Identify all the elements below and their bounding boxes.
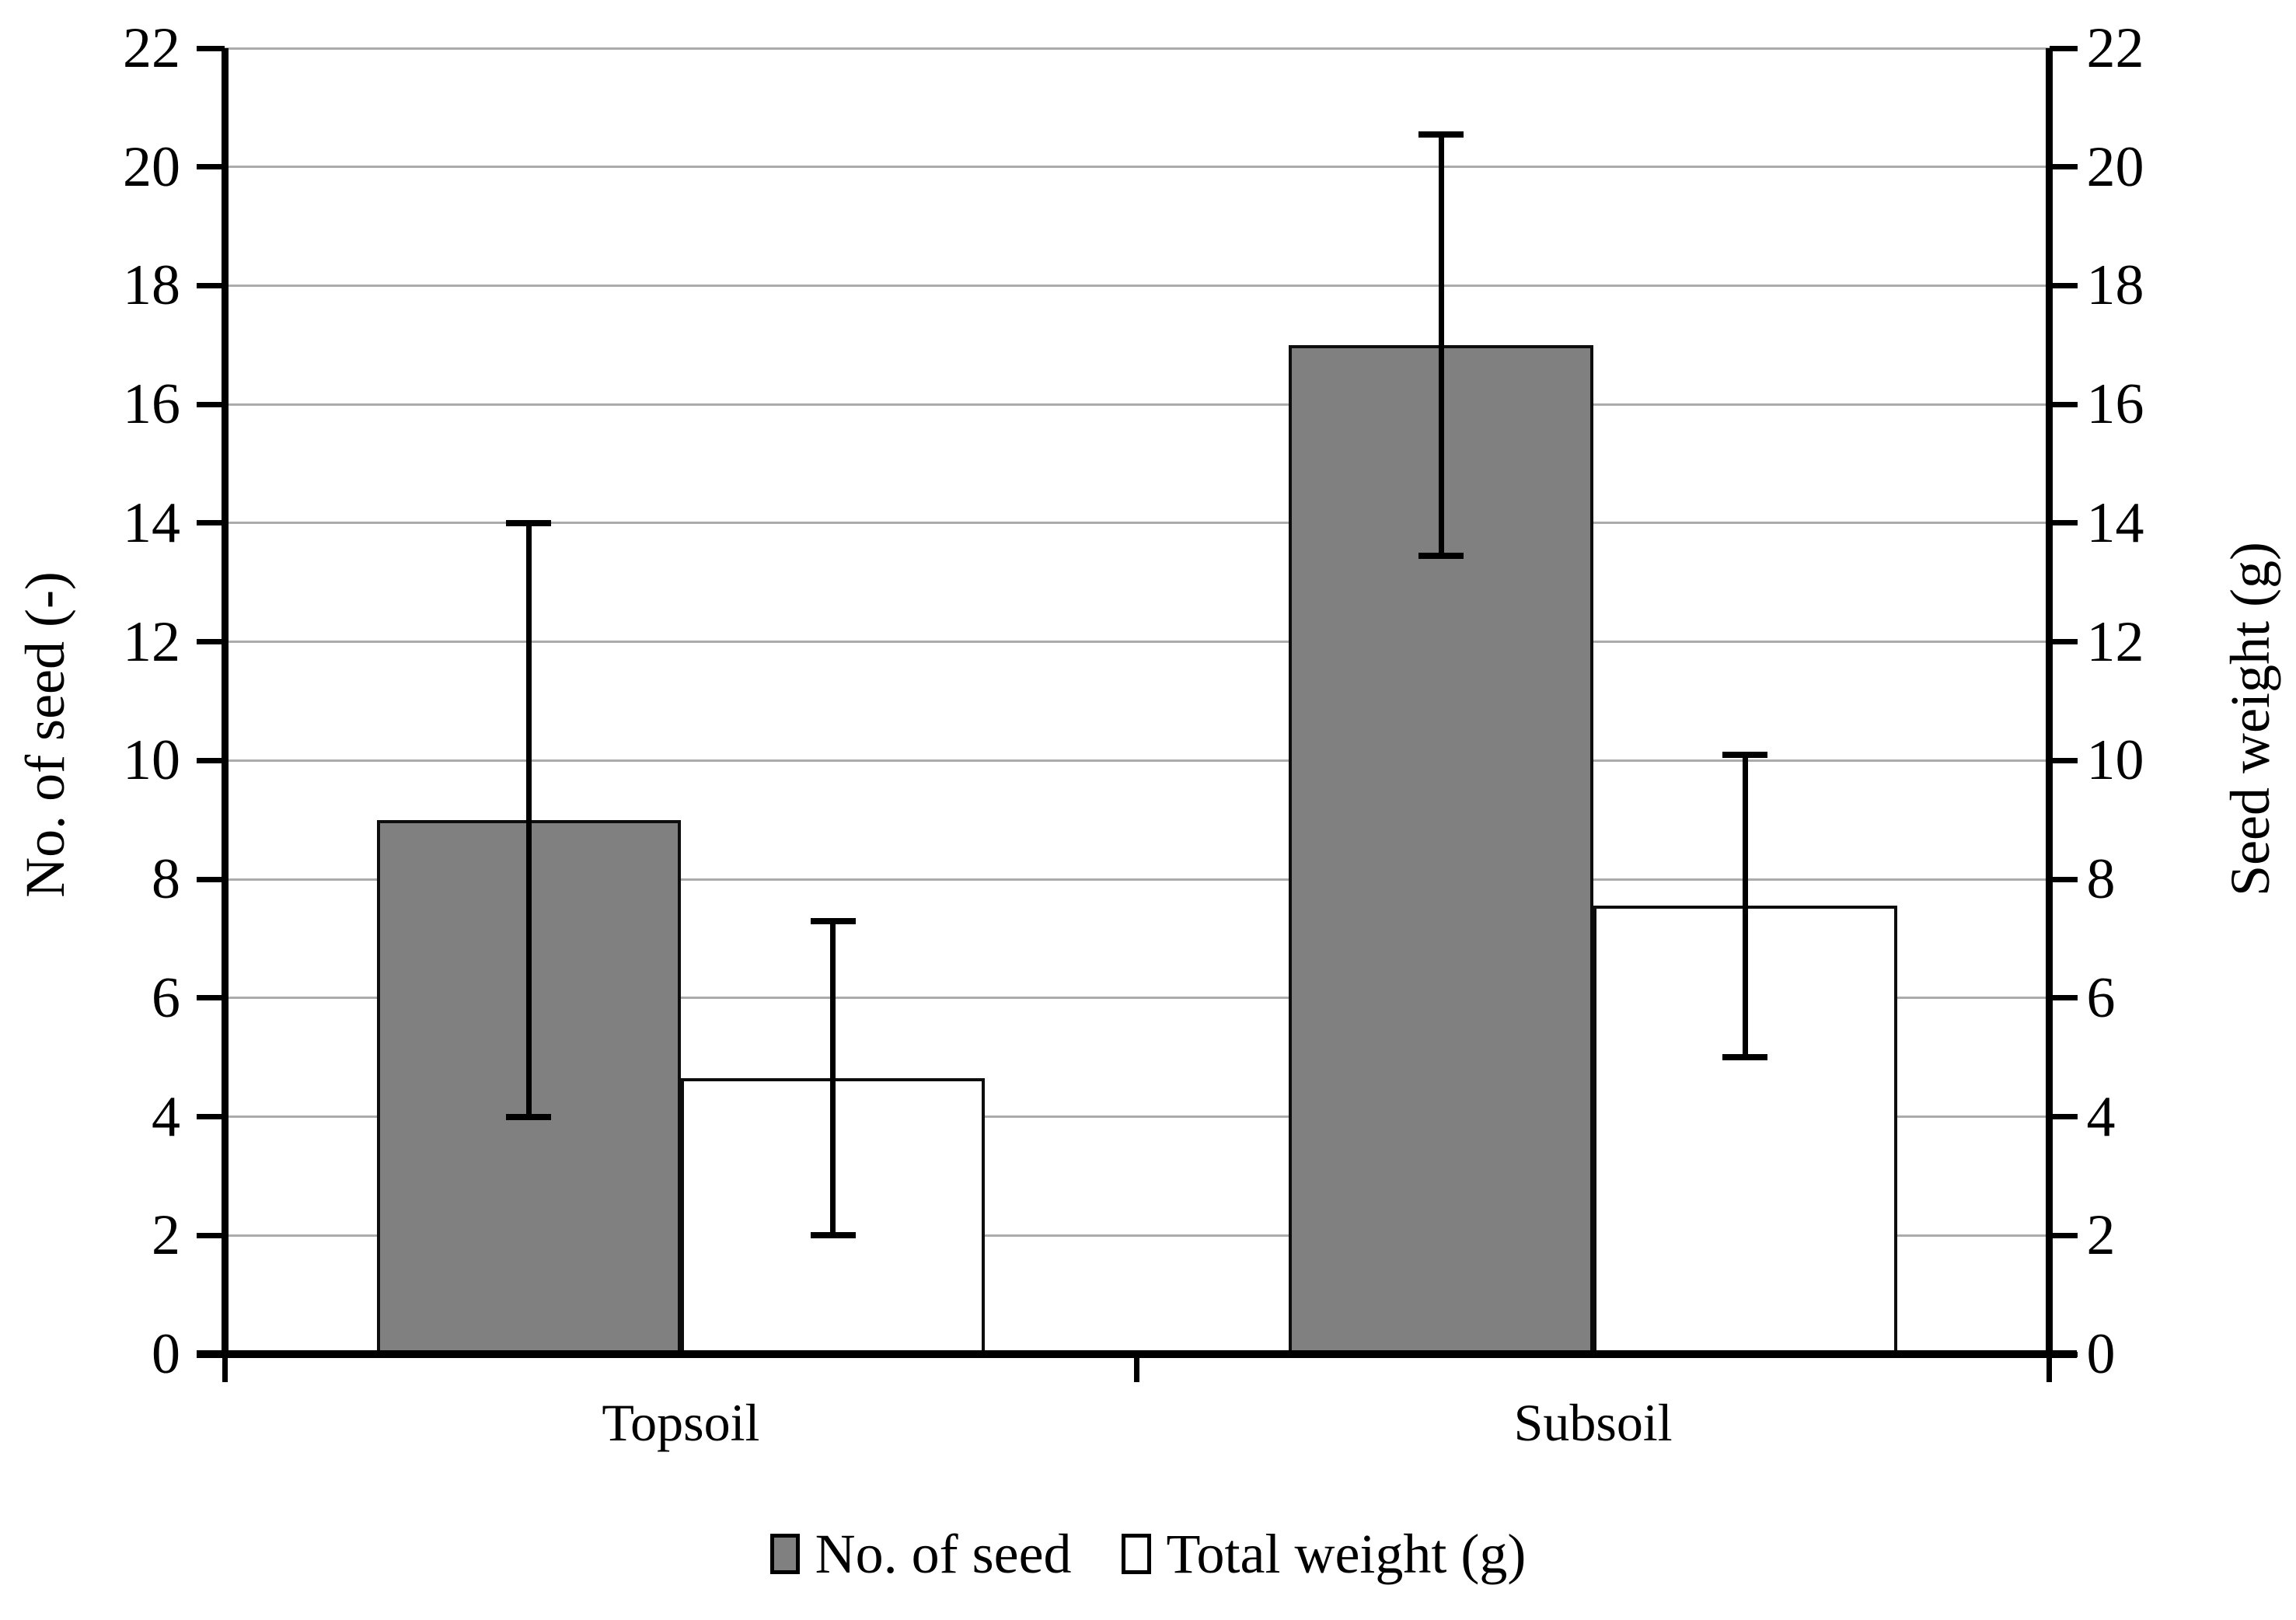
- y-axis-left-tick-label: 18: [123, 253, 180, 318]
- y-axis-left-tick: [197, 520, 225, 526]
- y-axis-right-tick-label: 22: [2086, 16, 2144, 80]
- gridline: [225, 997, 2050, 1000]
- y-axis-left-tick: [197, 757, 225, 763]
- y-axis-right-tick: [2049, 757, 2078, 763]
- y-axis-right-tick-label: 18: [2086, 253, 2144, 318]
- y-axis-left-tick-label: 12: [123, 609, 180, 674]
- y-axis-right-tick-label: 6: [2086, 965, 2116, 1030]
- error-bar-total-weight-g-topsoil-cap-top: [810, 917, 856, 924]
- y-axis-left-tick-label: 2: [152, 1203, 180, 1268]
- y-axis-left-tick: [197, 1351, 225, 1357]
- error-bar-no-of-seed-subsoil-line: [1438, 134, 1444, 556]
- legend-label-total-weight: Total weight (g): [1166, 1523, 1527, 1585]
- y-axis-right-tick: [2049, 876, 2078, 882]
- y-axis-right-tick-label: 0: [2086, 1322, 2116, 1386]
- error-bar-total-weight-g-topsoil-cap-bottom: [810, 1232, 856, 1239]
- gridline: [225, 878, 2050, 881]
- y-axis-right-tick: [2049, 164, 2078, 170]
- y-axis-left-tick: [197, 995, 225, 1001]
- y-axis-right-tick-label: 12: [2086, 609, 2144, 674]
- error-bar-total-weight-g-subsoil-line: [1742, 754, 1748, 1058]
- error-bar-no-of-seed-topsoil-cap-top: [506, 519, 552, 526]
- gridline: [225, 47, 2050, 50]
- legend: No. of seed Total weight (g): [0, 1525, 2296, 1583]
- gridline: [225, 1115, 2050, 1119]
- y-axis-left-tick: [197, 282, 225, 288]
- y-axis-right-tick-label: 14: [2086, 491, 2144, 555]
- y-axis-left: [221, 48, 229, 1354]
- y-axis-left-tick-label: 6: [152, 965, 180, 1030]
- y-axis-right-tick: [2049, 401, 2078, 407]
- y-axis-left-tick-label: 20: [123, 134, 180, 199]
- error-bar-no-of-seed-topsoil-line: [525, 522, 532, 1117]
- y-axis-right-tick: [2049, 639, 2078, 645]
- y-axis-left-tick: [197, 1232, 225, 1238]
- gridline: [225, 641, 2050, 644]
- error-bar-total-weight-g-subsoil-cap-bottom: [1722, 1054, 1768, 1061]
- gridline: [225, 403, 2050, 406]
- y-axis-right-tick-label: 20: [2086, 134, 2144, 199]
- y-axis-right-tick-label: 8: [2086, 847, 2116, 912]
- y-axis-right-tick: [2049, 282, 2078, 288]
- y-axis-left-tick-label: 0: [152, 1322, 180, 1386]
- y-axis-left-tick: [197, 639, 225, 645]
- legend-item-total-weight: Total weight (g): [1121, 1523, 1527, 1585]
- y-axis-right-tick-label: 4: [2086, 1084, 2116, 1149]
- y-axis-right-tick: [2049, 995, 2078, 1001]
- y-axis-left-tick: [197, 45, 225, 51]
- error-bar-no-of-seed-subsoil-cap-top: [1418, 131, 1464, 138]
- y-axis-left-tick: [197, 164, 225, 170]
- legend-item-no-of-seed: No. of seed: [769, 1523, 1072, 1585]
- gridline: [225, 522, 2050, 525]
- y-axis-left-tick-label: 4: [152, 1084, 180, 1149]
- y-axis-right-tick: [2049, 520, 2078, 526]
- x-axis-tick: [1134, 1354, 1140, 1382]
- gridline: [225, 166, 2050, 169]
- y-axis-left-tick-label: 22: [123, 16, 180, 80]
- y-axis-left-tick-label: 10: [123, 728, 180, 793]
- gridline: [225, 759, 2050, 762]
- y-axis-left-tick-label: 14: [123, 491, 180, 555]
- error-bar-no-of-seed-topsoil-cap-bottom: [506, 1113, 552, 1120]
- legend-swatch-total-weight: [1121, 1534, 1151, 1574]
- category-label-topsoil: Topsoil: [602, 1393, 760, 1452]
- x-axis-tick: [2047, 1354, 2052, 1382]
- category-label-subsoil: Subsoil: [1513, 1393, 1673, 1452]
- error-bar-total-weight-g-subsoil-cap-top: [1722, 751, 1768, 758]
- y-axis-right: [2046, 48, 2053, 1354]
- y-axis-left-tick-label: 16: [123, 372, 180, 437]
- error-bar-no-of-seed-subsoil-cap-bottom: [1418, 552, 1464, 559]
- y-axis-right-tick-label: 2: [2086, 1203, 2116, 1268]
- x-axis-tick: [222, 1354, 228, 1382]
- legend-label-no-of-seed: No. of seed: [815, 1523, 1072, 1585]
- error-bar-total-weight-g-topsoil-line: [830, 920, 836, 1236]
- legend-swatch-no-of-seed: [769, 1534, 800, 1574]
- y-axis-right-title: Seed weight (g): [2219, 542, 2281, 896]
- y-axis-right-tick: [2049, 45, 2078, 51]
- y-axis-left-title: No. of seed (-): [14, 571, 76, 898]
- y-axis-right-tick: [2049, 1114, 2078, 1120]
- y-axis-right-tick: [2049, 1351, 2078, 1357]
- gridline: [225, 284, 2050, 287]
- y-axis-left-tick: [197, 876, 225, 882]
- y-axis-left-tick: [197, 401, 225, 407]
- y-axis-right-tick: [2049, 1232, 2078, 1238]
- y-axis-right-tick-label: 10: [2086, 728, 2144, 793]
- y-axis-left-tick: [197, 1114, 225, 1120]
- y-axis-left-tick-label: 8: [152, 847, 180, 912]
- y-axis-right-tick-label: 16: [2086, 372, 2144, 437]
- gridline: [225, 1234, 2050, 1237]
